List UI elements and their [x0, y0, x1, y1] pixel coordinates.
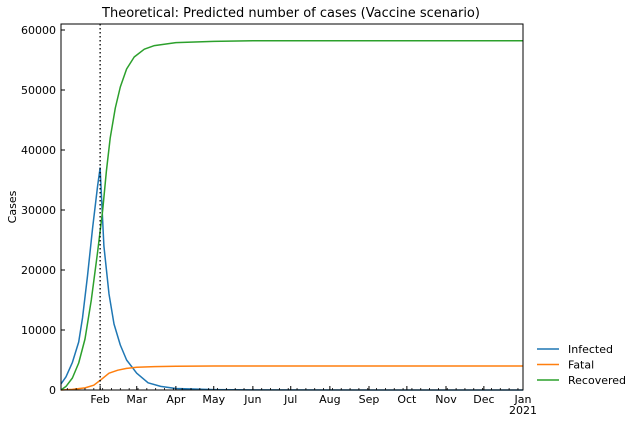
x-tick-label: Oct [397, 393, 417, 406]
legend-item-recovered: Recovered [537, 374, 626, 387]
x-tick-label: May [202, 393, 225, 406]
y-tick-label: 60000 [21, 24, 56, 37]
x-tick-label: Aug [319, 393, 340, 406]
legend: Infected Fatal Recovered [537, 343, 626, 387]
y-tick-label: 10000 [21, 324, 56, 337]
x-tick-label: Jul [283, 393, 297, 406]
y-tick-label: 40000 [21, 144, 56, 157]
series-line-fatal [60, 365, 523, 391]
x-tick-label: Apr [166, 393, 186, 406]
x-tick-label: Feb [90, 393, 109, 406]
legend-label: Infected [568, 343, 613, 356]
y-tick-label: 30000 [21, 204, 56, 217]
plot-frame [60, 23, 524, 391]
y-axis-label: Cases [6, 190, 19, 223]
chart-title: Theoretical: Predicted number of cases (… [101, 6, 480, 21]
plot-area: 0 10000 20000 30000 40000 50000 60000 Feb Mar Apr… [21, 23, 537, 417]
x-tick-label: Sep [359, 393, 380, 406]
legend-item-infected: Infected [537, 343, 613, 356]
series-line-infected [60, 167, 524, 391]
legend-item-fatal: Fatal [537, 359, 594, 372]
x-tick-label: Dec [473, 393, 494, 406]
x-tick-sublabel: 2021 [509, 404, 537, 417]
x-tick-label: Jun [243, 393, 261, 406]
legend-label: Recovered [568, 374, 626, 387]
y-tick-label: 20000 [21, 264, 56, 277]
x-tick-label: Nov [435, 393, 457, 406]
y-tick-label: 50000 [21, 84, 56, 97]
series-line-recovered [60, 40, 523, 391]
legend-label: Fatal [568, 359, 594, 372]
x-tick-label: Jan [514, 393, 532, 406]
y-tick-label: 0 [49, 384, 56, 397]
x-tick-label: Mar [126, 393, 147, 406]
